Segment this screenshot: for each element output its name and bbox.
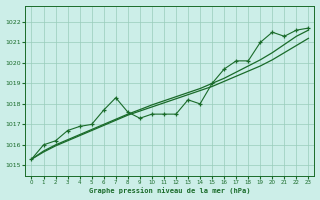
X-axis label: Graphe pression niveau de la mer (hPa): Graphe pression niveau de la mer (hPa) [89, 188, 251, 194]
